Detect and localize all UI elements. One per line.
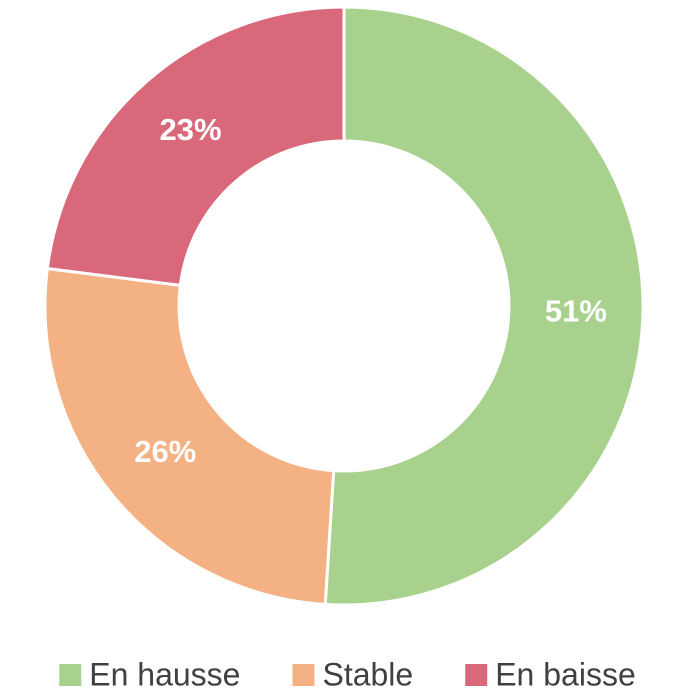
value-label: 26%	[134, 434, 196, 469]
legend-swatch	[465, 664, 488, 686]
legend-label: Stable	[322, 656, 413, 692]
donut-slice	[45, 5, 346, 287]
value-label: 23%	[160, 112, 222, 147]
value-label: 51%	[545, 293, 607, 328]
donut-slice	[43, 266, 336, 607]
legend-label: En baisse	[495, 656, 636, 692]
legend-label: En hausse	[89, 656, 240, 692]
legend-swatch	[292, 664, 315, 686]
legend-swatch	[59, 664, 82, 686]
donut-slice	[323, 5, 645, 607]
